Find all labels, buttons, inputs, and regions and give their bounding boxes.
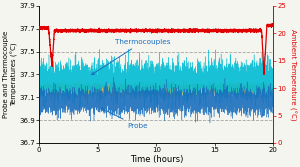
Text: Probe: Probe — [101, 108, 148, 129]
Y-axis label: Ambient Temperature (°C): Ambient Temperature (°C) — [289, 29, 296, 120]
Y-axis label: Probe and Thermocouple
Temperatures (°C): Probe and Thermocouple Temperatures (°C) — [4, 31, 18, 118]
Text: Thermocouples: Thermocouples — [92, 39, 171, 75]
X-axis label: Time (hours): Time (hours) — [130, 154, 183, 163]
